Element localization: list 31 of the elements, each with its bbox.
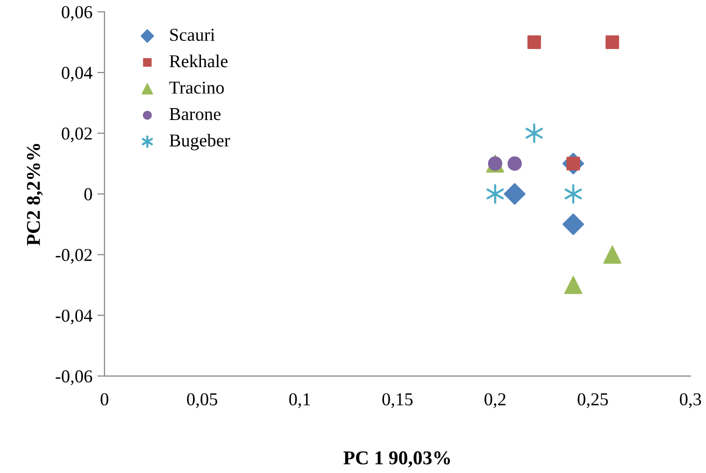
y-tick-label: 0,02 [62,127,92,142]
point [564,184,582,204]
point [508,156,522,171]
point [564,276,582,294]
y-tick-label: 0 [84,188,92,200]
x-tick-label: 0,15 [382,393,413,408]
legend-label: Barone [170,108,221,120]
x-axis-title: PC 1 90,03% [344,451,450,468]
x-tick-label: 0,25 [578,393,608,408]
legend-label: Rekhale [170,54,228,68]
y-tick-label: -0,02 [56,248,92,264]
point [504,183,526,205]
point [606,35,620,49]
x-tick-label: 0,2 [484,393,506,408]
point [527,35,541,49]
y-tick-label: 0,04 [62,66,92,82]
y-tick-label: -0,04 [56,310,92,324]
x-tick-label: 0 [100,393,108,406]
point [562,213,584,236]
legend-label: Tracino [169,82,224,94]
x-tick-label: 0,05 [187,393,218,408]
point [603,246,622,264]
point [526,123,543,144]
y-axis-title: PC2 8,2%% [26,144,43,246]
legend-label: Scauri [170,28,215,41]
point [486,184,504,204]
x-tick-label: 0,3 [680,393,702,408]
legend-label: Bugeber [170,134,230,150]
y-tick-label: 0,06 [62,6,92,21]
x-tick-label: 0,1 [289,393,310,408]
y-tick-label: -0,06 [56,370,92,386]
